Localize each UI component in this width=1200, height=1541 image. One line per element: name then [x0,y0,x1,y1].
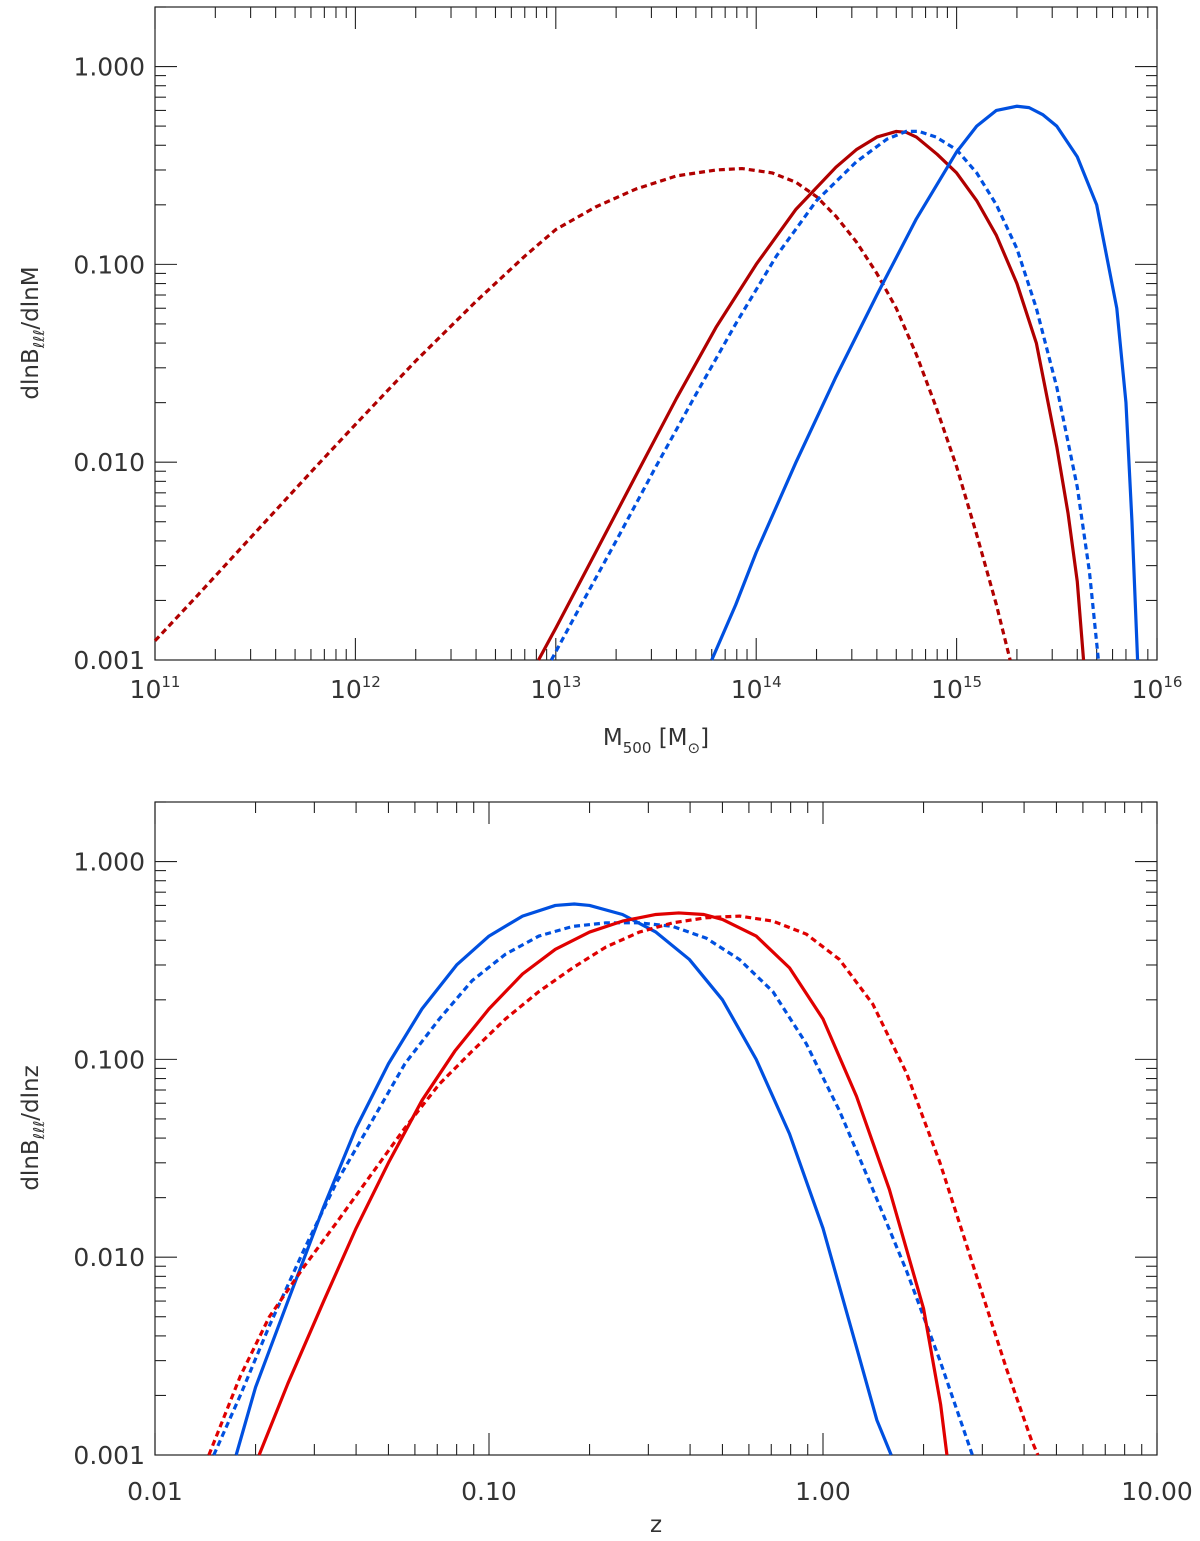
mass-panel-curves [153,104,1140,661]
x-tick-label: 0.10 [461,1477,517,1506]
mass-panel-y-axis-label: dlnBℓℓℓ/dlnM [18,266,48,399]
series-blue-solid [710,104,1140,661]
y-tick-label: 0.001 [73,646,145,675]
x-tick-label: 10.00 [1121,1477,1193,1506]
y-tick-label: 0.010 [73,1243,145,1272]
x-tick-label: 1015 [931,673,982,704]
redshift-panel-ticks [154,801,1158,1456]
y-tick-label: 0.100 [73,1045,145,1074]
series-red-dotted [207,914,1040,1456]
x-tick-label: 1.00 [795,1477,851,1506]
series-blue-dotted [212,921,974,1456]
x-tick-label: 0.01 [127,1477,183,1506]
mass-panel: 1011 1012 1013 1014 1015 1016 0.001 0.010 0.100 1… [18,6,1182,757]
series-blue-dotted [549,129,1100,661]
y-tick-label: 0.010 [73,448,145,477]
x-tick-label: 1014 [731,673,782,704]
redshift-panel-x-axis-label: z [650,1512,662,1538]
series-blue-solid [234,902,893,1456]
y-tick-label: 0.001 [73,1441,145,1470]
series-red-solid [537,129,1086,661]
mass-panel-x-axis-label: M500 [M⊙] [603,725,709,757]
y-tick-label: 1.000 [73,53,145,82]
redshift-panel-frame [154,801,1158,1456]
series-red-solid [257,911,949,1456]
mass-panel-frame [154,6,1158,661]
x-tick-label: 1011 [130,673,181,704]
mass-panel-tick-labels: 1011 1012 1013 1014 1015 1016 0.001 0.010 0.100 1… [73,53,1182,704]
x-tick-label: 1013 [530,673,581,704]
redshift-panel-curves [207,902,1040,1456]
redshift-panel-tick-labels: 0.01 0.10 1.00 10.00 0.001 0.010 0.100 1.000 [73,848,1192,1506]
y-tick-label: 0.100 [73,250,145,279]
x-tick-label: 1012 [330,673,381,704]
series-red-dotted [153,166,1012,661]
y-tick-label: 1.000 [73,848,145,877]
x-tick-label: 1016 [1132,673,1183,704]
redshift-panel-y-axis-label: dlnBℓℓℓ/dlnz [18,1065,48,1190]
mass-panel-ticks [154,6,1158,661]
